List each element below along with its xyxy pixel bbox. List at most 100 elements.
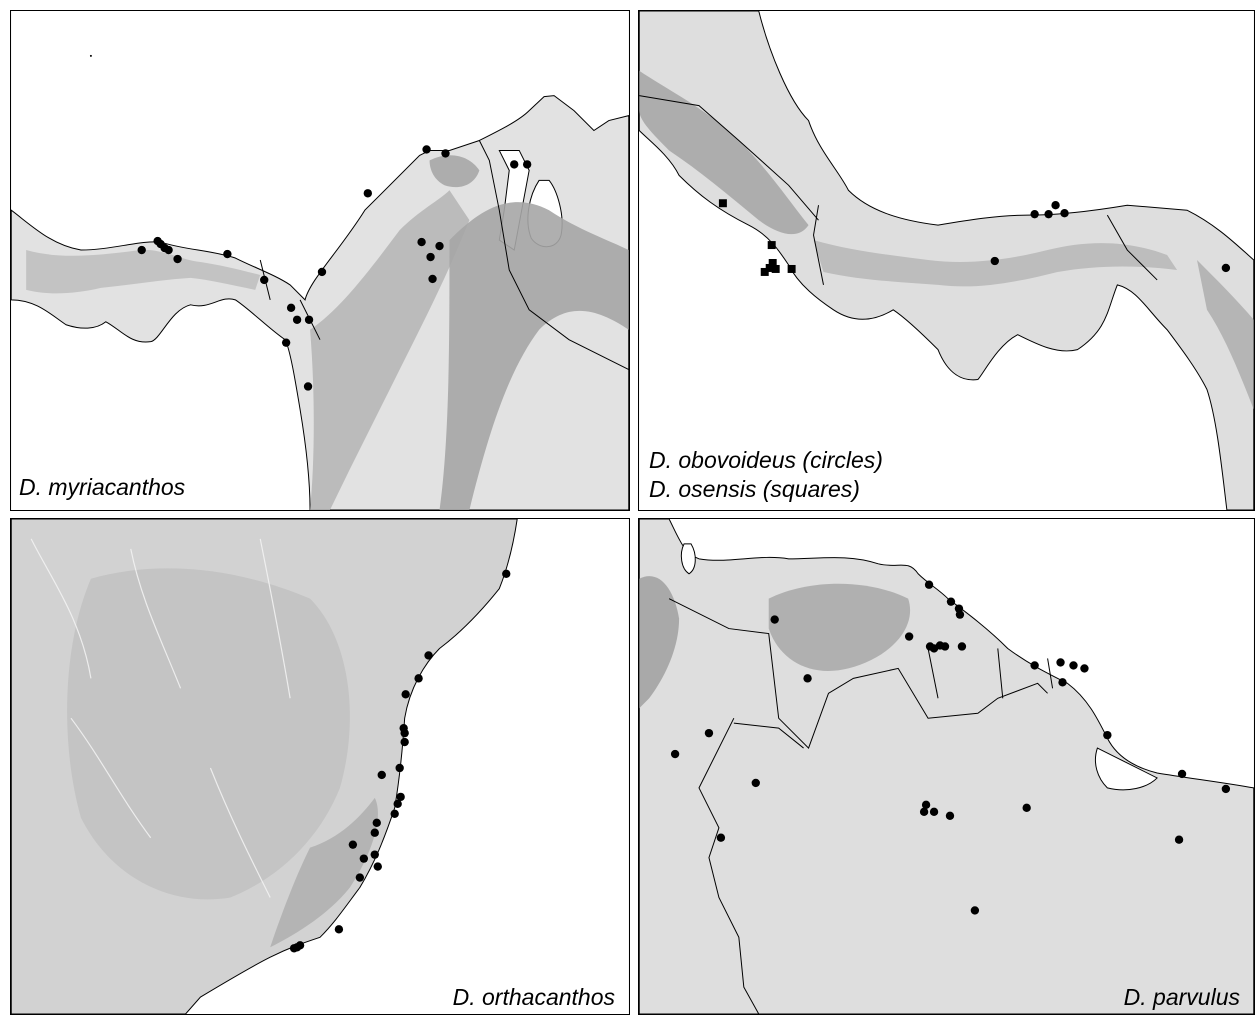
occurrence-circle-marker [670,749,680,759]
andes-relief [639,576,680,709]
occurrence-circle-marker [924,580,934,589]
occurrence-circle-marker [904,632,914,641]
occurrence-circle-marker [426,252,435,262]
occurrence-circle-marker [957,642,967,651]
occurrence-circle-marker [502,569,511,578]
occurrence-circle-marker [173,254,182,264]
occurrence-circle-marker [1030,661,1039,670]
species-label: D. parvulus [1123,984,1240,1010]
occurrence-circle-marker [1060,209,1069,218]
species-label: D. myriacanthos [19,474,186,500]
occurrence-circle-marker [919,807,929,816]
occurrence-circle-marker [292,315,302,324]
occurrence-circle-marker [1058,678,1067,687]
occurrence-circle-marker [946,597,956,606]
map-panel-orthacanthos: D. orthacanthos [10,518,630,1015]
map-parvulus [639,519,1254,1014]
occurrence-circle-marker [370,850,379,859]
occurrence-circle-marker [1030,210,1039,219]
occurrence-markers [289,569,511,953]
map-panel-parvulus: D. parvulus [638,518,1255,1015]
map-orthacanthos [11,519,629,1014]
occurrence-circle-marker [955,610,965,619]
occurrence-circle-marker [424,651,433,660]
river-lines [30,538,291,898]
occurrence-circle-marker [441,149,450,158]
maracaibo-lake [680,543,696,575]
occurrence-square-marker [787,264,796,273]
occurrence-circle-marker [400,737,409,747]
occurrence-circle-marker [522,160,532,169]
occurrence-circle-marker [428,274,437,284]
occurrence-square-marker [767,241,776,250]
occurrence-circle-marker [1221,263,1231,273]
occurrence-circle-marker [393,799,402,809]
occurrence-circle-marker [396,792,405,802]
occurrence-circle-marker [929,807,939,816]
map-myriacanthos [11,11,629,510]
occurrence-circle-marker [1221,784,1231,794]
sierra-nevada-relief [429,155,480,188]
occurrence-circle-marker [970,906,980,915]
island-marker [89,54,92,57]
occurrence-circle-marker [370,828,379,837]
amazon-delta [1094,747,1158,791]
occurrence-markers [137,145,532,391]
occurrence-circle-marker [945,811,955,820]
national-border [639,95,1158,285]
map-panel-obovoideus-osensis: D. obovoideus (circles) D. osensis (squa… [638,10,1255,511]
occurrence-circle-marker [1044,210,1053,219]
national-border [668,598,1054,1014]
occurrence-circle-marker [164,245,173,255]
coastal-relief [270,797,378,948]
occurrence-circle-marker [716,833,726,842]
occurrence-square-marker [771,264,780,273]
occurrence-circle-marker [1051,201,1060,210]
occurrence-square-marker [760,267,769,276]
occurrence-square-marker [768,259,777,267]
occurrence-square-marker [718,199,727,208]
panama-relief [26,249,261,294]
interior-relief [67,568,350,900]
map-panel-myriacanthos: D. myriacanthos [10,10,630,511]
occurrence-circle-marker [803,674,812,683]
occurrence-circle-marker [359,854,369,863]
occurrence-circle-marker [417,237,426,247]
occurrence-circle-marker [348,840,358,849]
occurrence-circle-marker [260,275,269,285]
occurrence-circle-marker [921,800,931,810]
occurrence-circle-marker [395,763,404,773]
occurrence-circle-marker [1174,835,1184,844]
occurrence-circle-marker [363,189,372,198]
occurrence-circle-marker [373,862,382,871]
occurrence-circle-marker [355,873,365,882]
species-label: D. orthacanthos [452,984,615,1010]
occurrence-square-marker [765,263,774,272]
occurrence-circle-marker [334,925,344,934]
occurrence-circle-marker [137,245,146,255]
occurrence-circle-marker [422,145,431,154]
occurrence-circle-marker [390,809,399,818]
occurrence-circle-marker [1177,769,1187,779]
occurrence-circle-marker [317,267,327,277]
occurrence-circle-marker [704,728,714,738]
colombia-relief [1196,260,1254,410]
occurrence-circle-marker [751,778,760,788]
central-america-relief [639,70,809,235]
map-obovoideus-osensis [639,11,1254,510]
occurrence-circle-marker [510,160,519,169]
occurrence-circle-marker [414,674,423,683]
andes-relief [310,190,470,510]
occurrence-circle-marker [1069,661,1078,670]
occurrence-circle-marker [304,315,314,324]
occurrence-circle-marker [1103,730,1112,740]
occurrence-circle-marker [435,241,444,251]
occurrence-circle-marker [281,338,291,347]
occurrence-circle-marker [1022,803,1031,813]
occurrence-circle-marker [372,818,381,827]
occurrence-circle-marker [940,642,950,651]
land-mass [639,11,1254,510]
occurrence-markers [718,199,1231,276]
species-legend: D. obovoideus (circles) D. osensis (squa… [649,446,883,504]
occurrence-circle-marker [295,941,305,950]
